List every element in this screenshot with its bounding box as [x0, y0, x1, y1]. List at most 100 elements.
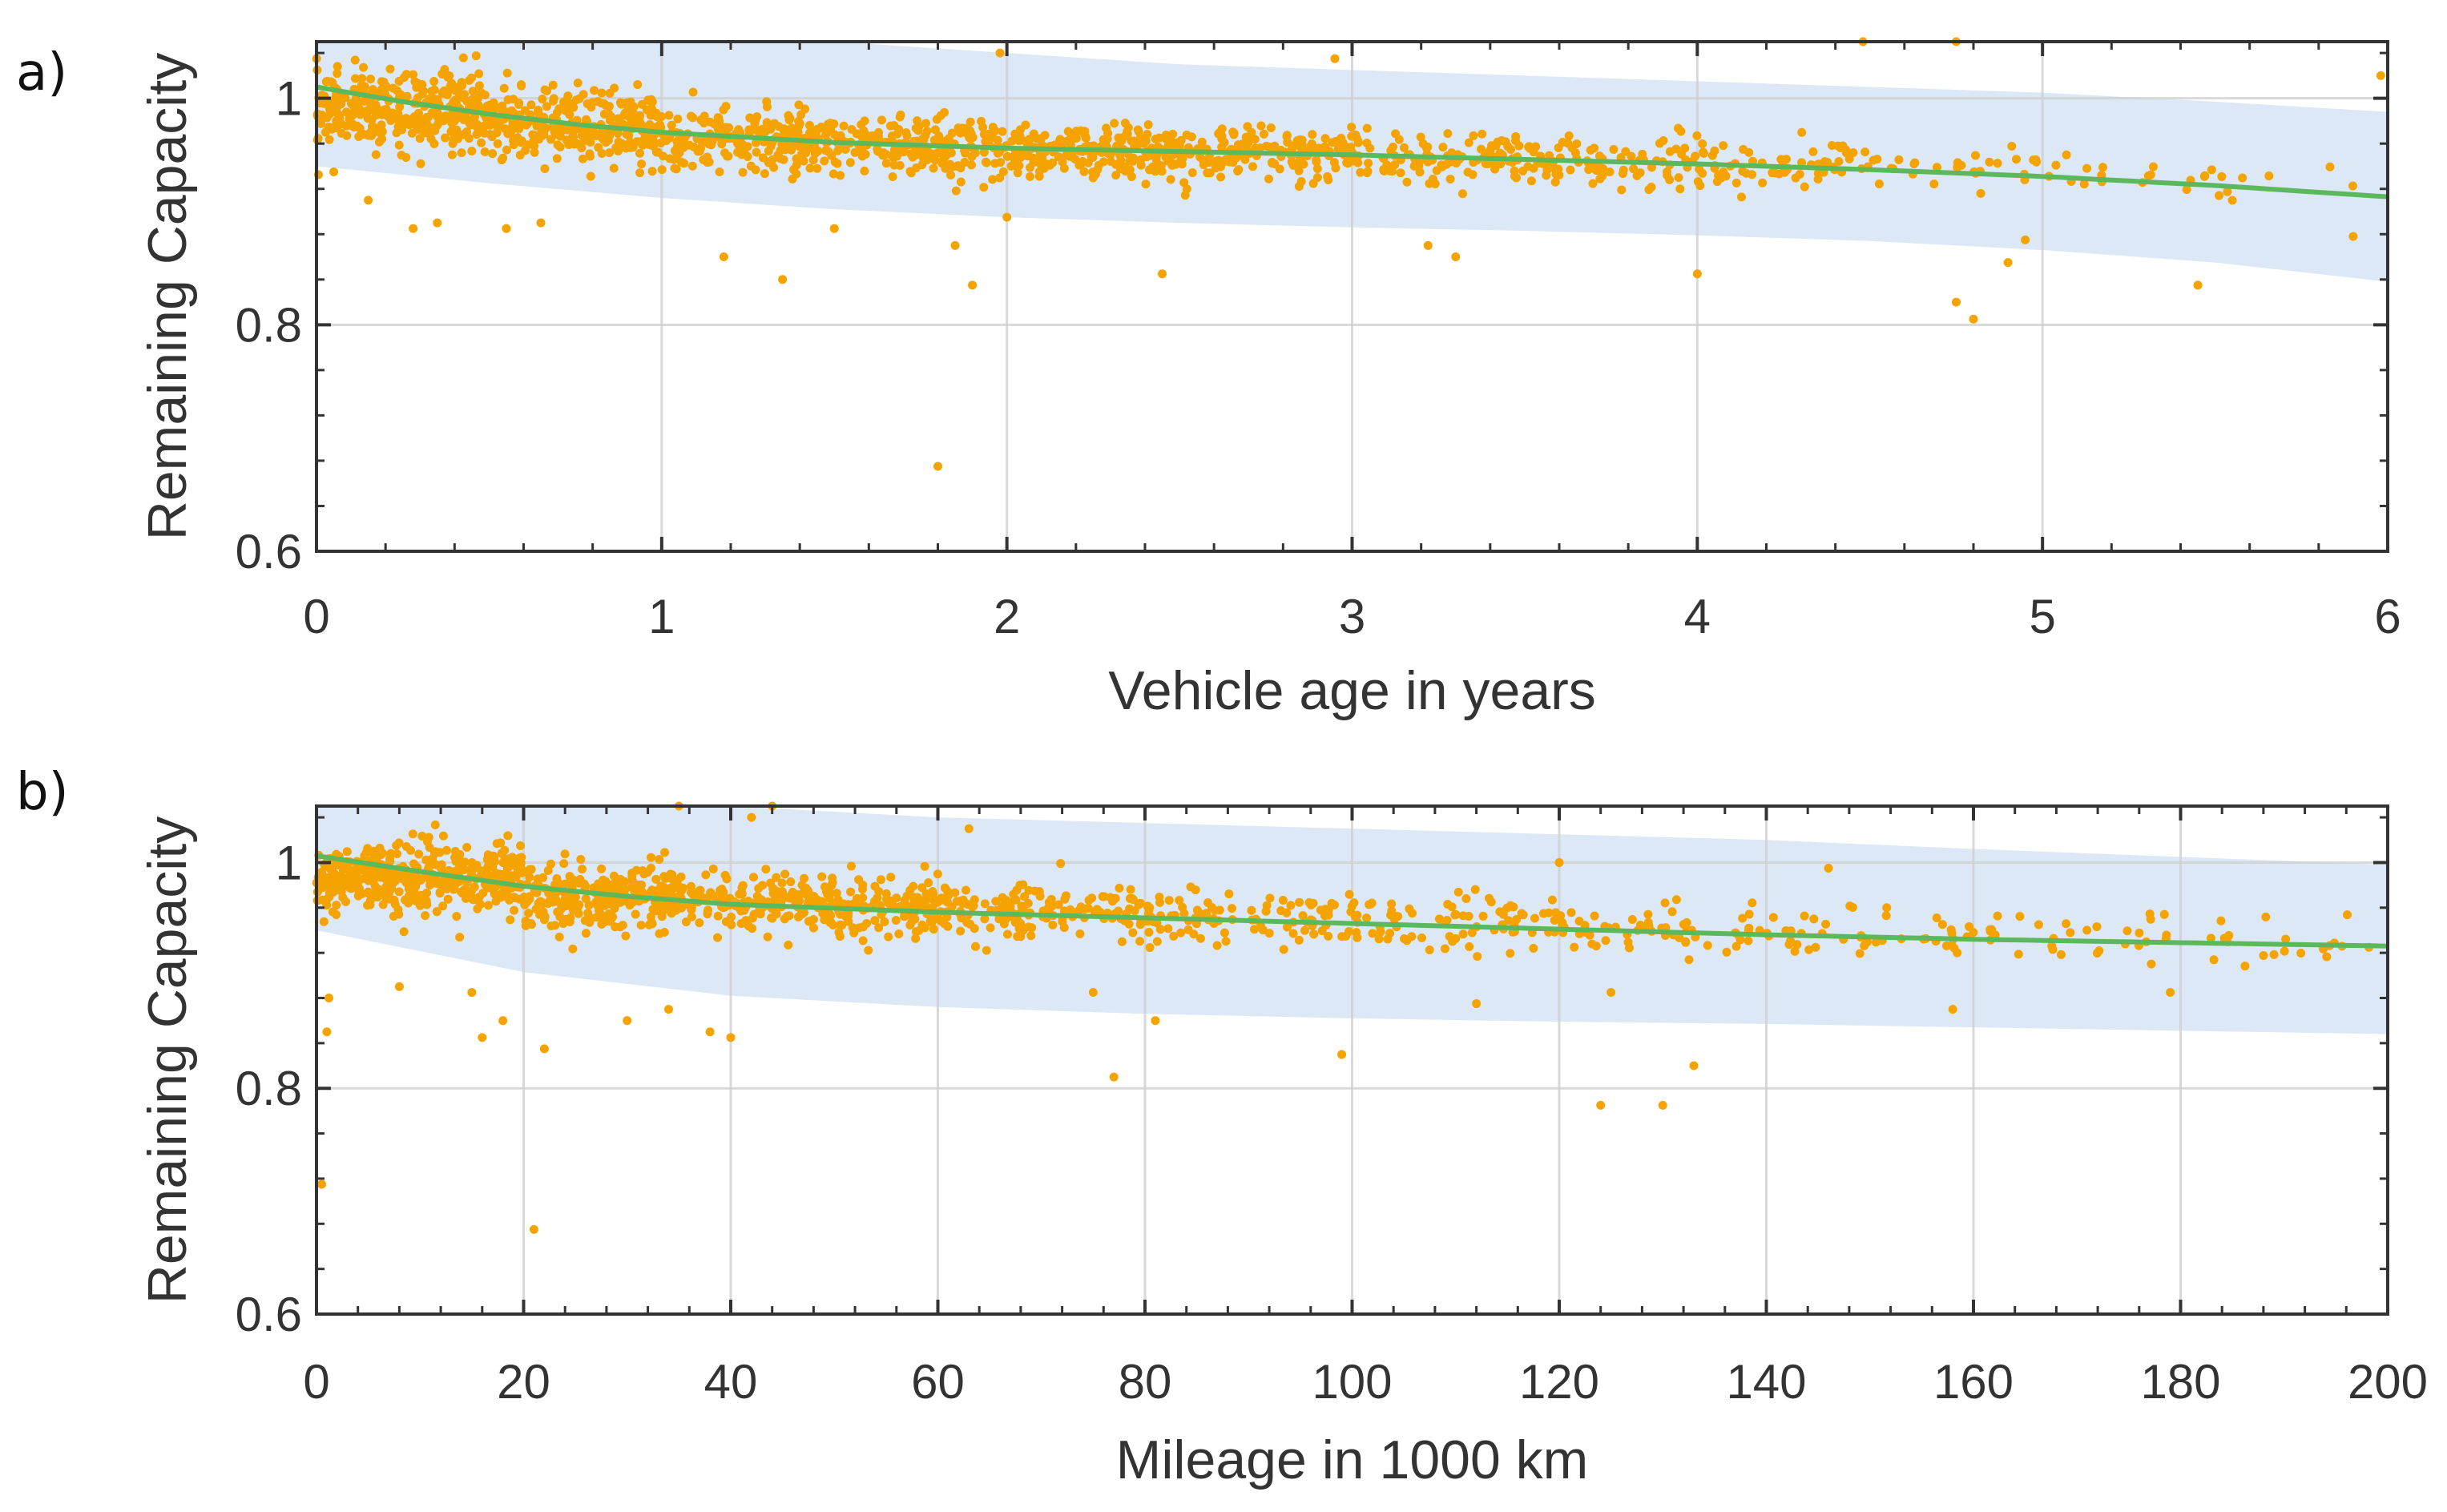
- data-point: [1447, 902, 1457, 912]
- data-point: [1824, 863, 1833, 873]
- data-point: [497, 889, 506, 899]
- data-point: [1425, 946, 1434, 955]
- data-point: [2159, 909, 2169, 919]
- data-point: [543, 899, 553, 909]
- data-point: [1010, 895, 1019, 905]
- data-point: [864, 946, 873, 955]
- data-point: [2092, 922, 2102, 932]
- data-point: [1025, 135, 1034, 144]
- data-point: [355, 104, 365, 114]
- data-point: [1164, 896, 1174, 905]
- data-point: [401, 114, 411, 123]
- data-point: [1143, 130, 1152, 139]
- data-point: [380, 88, 389, 98]
- data-point: [667, 870, 677, 880]
- data-point: [763, 932, 772, 941]
- data-point: [787, 143, 796, 152]
- data-point: [1110, 119, 1119, 128]
- data-point: [516, 841, 526, 850]
- data-point: [427, 857, 437, 866]
- data-point: [2082, 163, 2092, 173]
- data-point: [723, 151, 732, 161]
- data-point: [1314, 143, 1324, 153]
- data-point: [799, 156, 808, 166]
- data-point: [887, 151, 897, 160]
- data-point: [753, 127, 763, 136]
- data-point: [1299, 159, 1308, 169]
- data-point: [1264, 929, 1274, 938]
- data-point: [1529, 944, 1538, 954]
- data-point: [1567, 143, 1577, 153]
- data-point: [527, 920, 537, 929]
- data-point: [2122, 926, 2132, 936]
- data-point: [578, 131, 587, 141]
- data-point: [912, 163, 921, 172]
- data-point: [438, 901, 448, 911]
- data-point: [452, 912, 462, 921]
- data-point: [862, 919, 872, 929]
- data-point: [832, 889, 841, 898]
- data-point: [762, 97, 772, 107]
- data-point: [1387, 906, 1397, 916]
- data-point: [758, 153, 768, 163]
- data-point: [637, 159, 647, 169]
- data-point: [433, 218, 442, 228]
- data-point: [452, 99, 462, 109]
- data-point: [921, 131, 930, 140]
- data-point: [326, 77, 336, 87]
- data-point: [766, 878, 776, 888]
- data-point: [1564, 131, 1574, 141]
- data-point: [503, 95, 513, 104]
- data-point: [679, 159, 689, 168]
- data-point: [344, 865, 353, 875]
- data-point: [701, 870, 711, 880]
- data-point: [1278, 896, 1288, 905]
- data-point: [407, 128, 417, 138]
- data-point: [405, 892, 415, 901]
- data-point: [2200, 171, 2210, 180]
- data-point: [1627, 915, 1637, 925]
- data-point: [1469, 131, 1478, 140]
- data-point: [394, 140, 404, 150]
- data-point: [836, 909, 845, 919]
- data-point: [342, 847, 352, 857]
- data-point: [1848, 147, 1858, 157]
- data-point: [1155, 925, 1165, 934]
- data-point: [347, 99, 357, 109]
- data-point: [587, 103, 596, 112]
- data-point: [833, 146, 843, 155]
- data-point: [344, 878, 353, 888]
- data-point: [1698, 168, 1707, 178]
- data-point: [982, 946, 991, 955]
- y-tick-label: 0.6: [236, 525, 302, 579]
- data-point: [359, 129, 369, 139]
- data-point: [2056, 950, 2066, 959]
- data-point: [1605, 167, 1615, 177]
- data-point: [435, 887, 445, 897]
- data-point: [460, 857, 470, 867]
- data-point: [390, 899, 400, 909]
- data-point: [902, 131, 912, 140]
- data-point: [493, 873, 502, 882]
- data-point: [630, 110, 639, 119]
- data-point: [860, 166, 869, 175]
- data-point: [929, 163, 938, 173]
- data-point: [808, 923, 818, 933]
- data-point: [1244, 138, 1253, 147]
- data-point: [1389, 914, 1399, 924]
- data-point: [1443, 129, 1453, 139]
- data-point: [2217, 171, 2227, 181]
- data-point: [1632, 171, 1642, 180]
- data-point: [438, 831, 448, 841]
- data-point: [611, 143, 621, 152]
- data-point: [329, 167, 339, 177]
- data-point: [1993, 911, 2002, 921]
- data-point: [797, 149, 807, 159]
- data-point: [368, 85, 377, 95]
- data-point: [429, 77, 439, 87]
- data-point: [858, 893, 868, 902]
- data-point: [646, 912, 655, 921]
- y-axis-label: Remaining Capacity: [137, 816, 198, 1304]
- data-point: [2207, 165, 2216, 175]
- data-point: [719, 888, 728, 897]
